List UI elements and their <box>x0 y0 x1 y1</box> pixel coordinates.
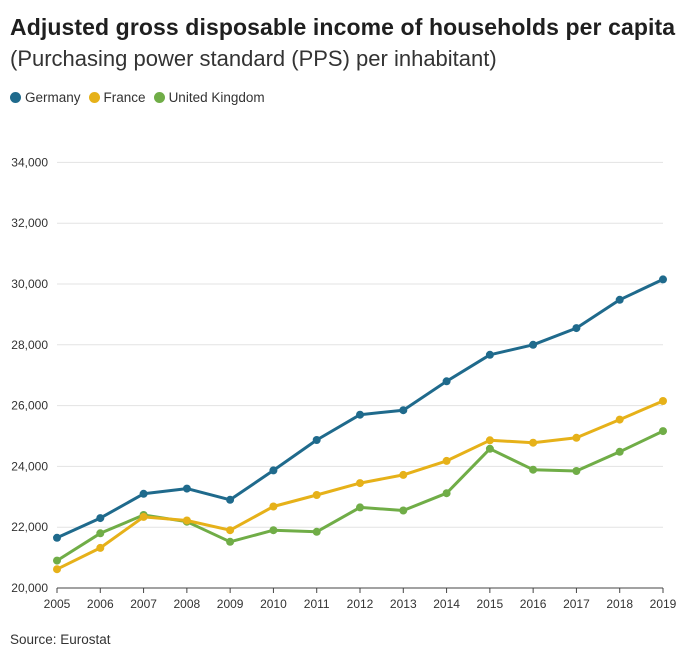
series-line-united-kingdom <box>55 429 665 563</box>
data-point-united-kingdom <box>96 529 105 538</box>
x-tick-label: 2012 <box>347 597 374 611</box>
x-tick-label: 2007 <box>130 597 157 611</box>
x-tick-label: 2018 <box>606 597 633 611</box>
data-point-germany <box>442 377 451 386</box>
x-tick-label: 2013 <box>390 597 417 611</box>
chart-legend: Germany France United Kingdom <box>10 90 273 105</box>
y-tick-label: 20,000 <box>11 581 48 595</box>
data-point-united-kingdom <box>572 467 581 475</box>
x-tick-label: 2011 <box>304 597 330 611</box>
data-point-germany <box>269 466 278 475</box>
data-point-france <box>226 526 235 535</box>
data-point-germany <box>96 514 105 523</box>
y-tick-label: 34,000 <box>11 155 48 169</box>
x-tick-label: 2019 <box>650 597 677 611</box>
x-tick-label: 2009 <box>217 597 244 611</box>
x-tick-label: 2016 <box>520 597 547 611</box>
legend-swatch-germany <box>10 92 21 103</box>
data-point-united-kingdom <box>442 489 451 498</box>
data-point-france <box>269 502 278 511</box>
data-point-united-kingdom <box>269 526 278 535</box>
data-point-germany <box>399 406 408 415</box>
x-tick-label: 2005 <box>44 597 71 611</box>
x-tick-label: 2014 <box>433 597 460 611</box>
y-tick-label: 22,000 <box>11 520 48 534</box>
data-point-france <box>572 433 581 442</box>
data-point-france <box>615 415 624 424</box>
data-point-united-kingdom <box>485 444 494 453</box>
data-point-france <box>529 438 538 447</box>
data-point-germany <box>139 489 148 498</box>
y-tick-label: 28,000 <box>11 338 48 352</box>
data-point-france <box>442 456 451 465</box>
data-point-germany <box>356 410 364 419</box>
data-point-united-kingdom <box>399 506 408 515</box>
data-point-france <box>312 491 321 499</box>
data-point-france <box>53 565 61 574</box>
data-point-france <box>356 479 364 488</box>
data-point-united-kingdom <box>312 527 321 536</box>
data-point-germany <box>529 340 538 349</box>
data-point-germany <box>572 324 581 333</box>
data-point-france <box>139 512 148 521</box>
data-point-france <box>96 543 105 552</box>
data-point-france <box>659 397 667 405</box>
x-tick-label: 2010 <box>260 597 287 611</box>
chart-subtitle: (Purchasing power standard (PPS) per inh… <box>10 46 497 71</box>
data-point-france <box>182 516 191 525</box>
data-point-germany <box>312 436 321 444</box>
data-point-france <box>399 470 408 479</box>
legend-swatch-united-kingdom <box>153 92 165 103</box>
series-line-germany <box>55 277 665 540</box>
data-point-germany <box>226 495 235 504</box>
data-point-germany <box>485 350 494 359</box>
chart-title: Adjusted gross disposable income of hous… <box>10 14 676 40</box>
data-point-france <box>485 436 494 445</box>
y-tick-label: 32,000 <box>11 216 48 230</box>
legend-item-united-kingdom[interactable]: United Kingdom <box>153 90 265 105</box>
legend-label-france: France <box>103 90 146 105</box>
legend-item-france[interactable]: France <box>88 90 146 105</box>
x-tick-label: 2008 <box>174 597 201 611</box>
data-point-united-kingdom <box>659 427 667 436</box>
legend-swatch-france <box>88 92 100 103</box>
x-tick-label: 2017 <box>563 597 590 611</box>
legend-label-united-kingdom: United Kingdom <box>168 90 265 105</box>
data-point-united-kingdom <box>226 537 235 546</box>
y-tick-label: 30,000 <box>11 277 48 291</box>
data-point-united-kingdom <box>356 503 364 512</box>
y-tick-label: 26,000 <box>11 399 48 413</box>
data-point-germany <box>53 533 61 542</box>
source-note: Source: Eurostat <box>10 632 111 647</box>
y-tick-label: 24,000 <box>11 459 48 473</box>
legend-label-germany: Germany <box>25 90 81 105</box>
data-point-germany <box>615 295 624 304</box>
data-point-germany <box>659 275 667 284</box>
legend-item-germany[interactable]: Germany <box>10 90 81 105</box>
data-point-united-kingdom <box>615 447 624 456</box>
x-tick-label: 2015 <box>477 597 504 611</box>
x-tick-label: 2006 <box>87 597 114 611</box>
data-point-united-kingdom <box>529 465 538 474</box>
data-point-germany <box>182 484 191 493</box>
data-point-united-kingdom <box>53 556 61 565</box>
